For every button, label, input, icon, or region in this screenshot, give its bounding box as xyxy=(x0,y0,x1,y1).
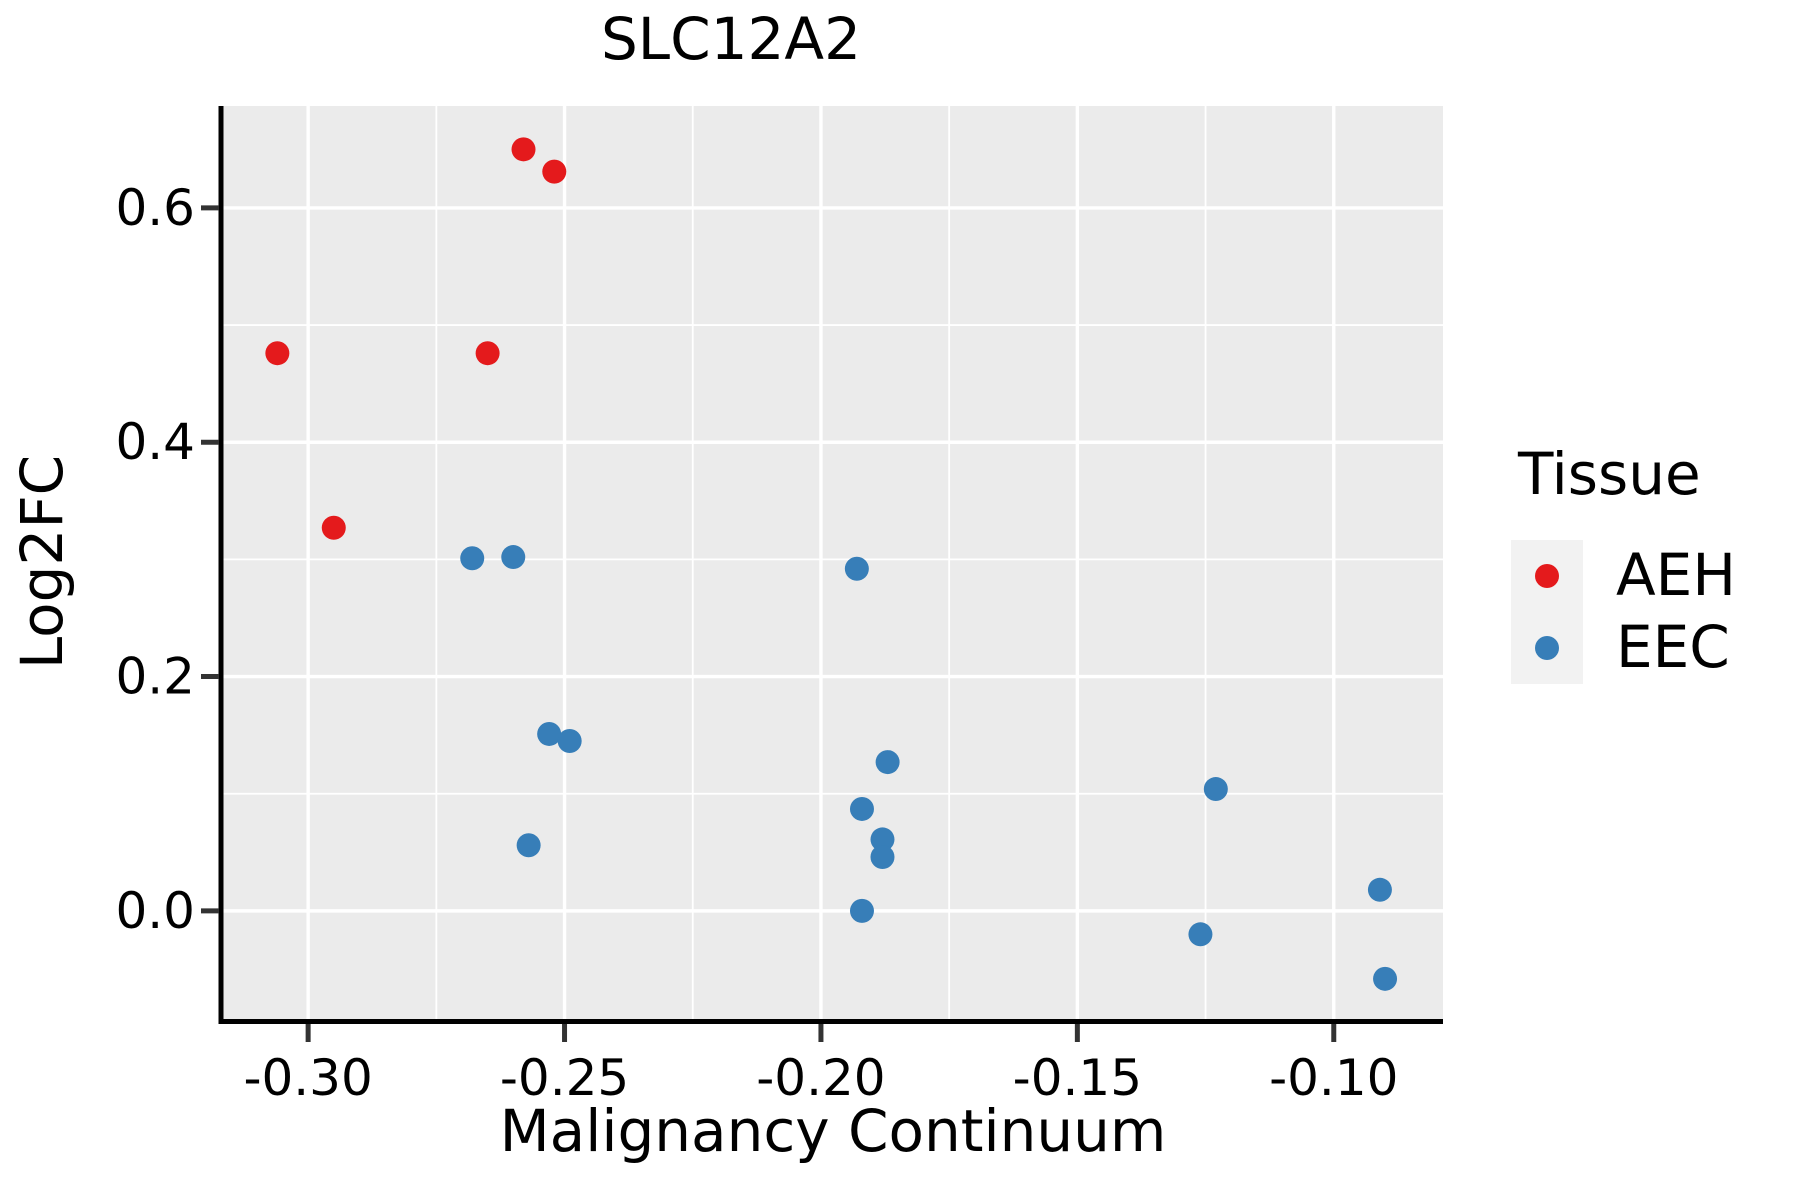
data-point-eec xyxy=(849,898,874,923)
data-point-aeh xyxy=(511,137,536,162)
data-point-eec xyxy=(875,750,900,775)
legend-key-box xyxy=(1511,540,1583,684)
y-tick-label: 0.0 xyxy=(115,882,195,940)
data-point-eec xyxy=(849,796,874,821)
legend-eec-dot-icon xyxy=(1535,636,1559,660)
x-tick-label: -0.20 xyxy=(756,1049,885,1107)
legend-item-aeh: AEH xyxy=(1616,541,1736,609)
plot-panel xyxy=(223,106,1443,1021)
data-point-eec xyxy=(844,556,869,581)
y-tick-label: 0.4 xyxy=(115,413,195,471)
y-axis-label: Log2FC xyxy=(8,454,76,670)
x-axis-label: Malignancy Continuum xyxy=(499,1097,1167,1165)
data-point-eec xyxy=(516,833,541,858)
data-point-eec xyxy=(870,844,895,869)
legend-title: Tissue xyxy=(1518,440,1701,508)
y-tick-label: 0.6 xyxy=(115,179,195,237)
data-point-aeh xyxy=(321,515,346,540)
data-point-eec xyxy=(537,721,562,746)
x-tick-label: -0.15 xyxy=(1013,1049,1142,1107)
x-tick-label: -0.25 xyxy=(500,1049,629,1107)
x-tick-label: -0.30 xyxy=(243,1049,372,1107)
data-point-eec xyxy=(1367,877,1392,902)
y-tick-label: 0.2 xyxy=(115,648,195,706)
data-point-aeh xyxy=(542,159,567,184)
legend-item-eec: EEC xyxy=(1616,613,1730,681)
data-point-eec xyxy=(1203,777,1228,802)
plot-title: SLC12A2 xyxy=(600,5,861,73)
x-tick-label: -0.10 xyxy=(1269,1049,1398,1107)
data-point-eec xyxy=(870,827,895,852)
data-point-eec xyxy=(501,545,526,570)
data-point-eec xyxy=(1188,922,1213,947)
data-point-aeh xyxy=(475,341,500,366)
legend-aeh-dot-icon xyxy=(1535,564,1559,588)
data-point-eec xyxy=(557,728,582,753)
data-point-aeh xyxy=(265,341,290,366)
data-point-eec xyxy=(460,546,485,571)
data-point-eec xyxy=(1373,966,1398,991)
